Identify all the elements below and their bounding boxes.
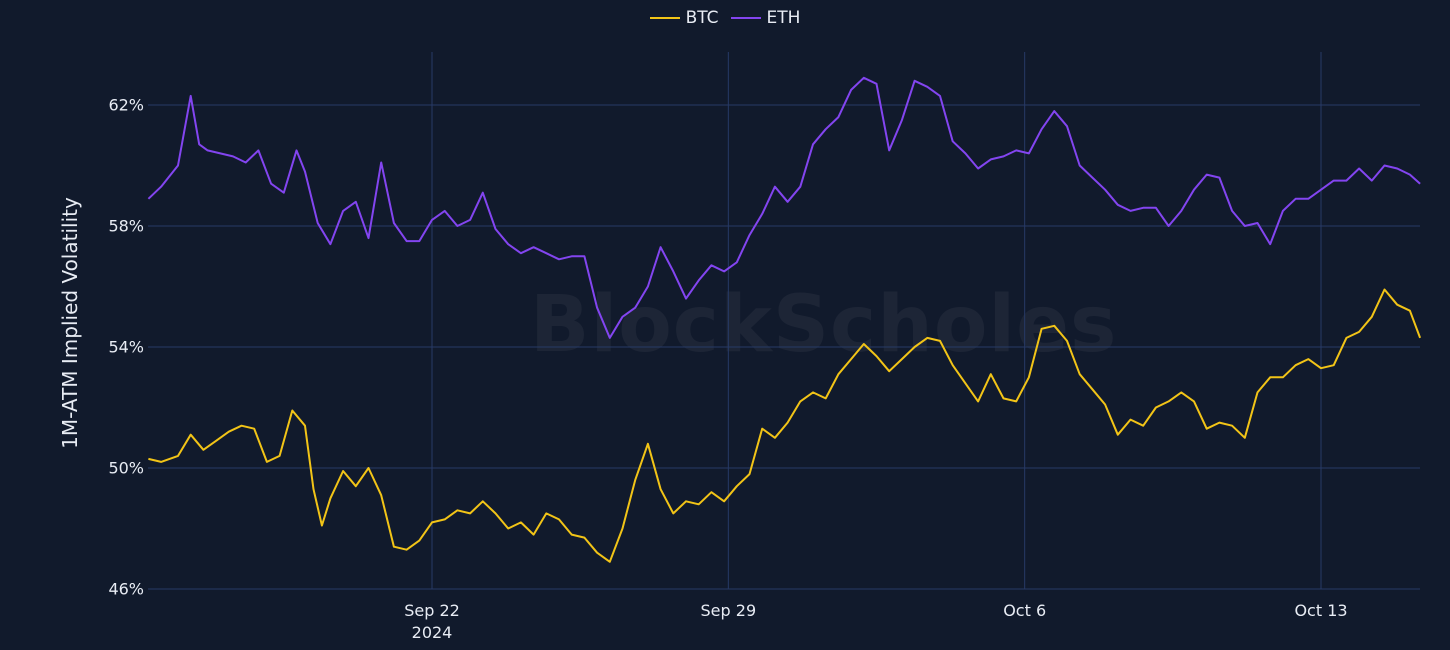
series-line-btc[interactable] [148,288,1422,563]
legend: BTC ETH [0,8,1450,28]
y-tick-label: 50% [108,458,144,478]
legend-swatch-btc-icon [649,17,680,19]
series-lines [147,76,1422,563]
series-line-eth[interactable] [147,76,1421,339]
x-tick-label: Sep 22 2024 [404,601,460,642]
legend-label-btc: BTC [685,8,719,28]
legend-item-btc[interactable]: BTC [649,8,719,28]
y-tick-label: 54% [108,337,144,357]
legend-label-eth: ETH [766,8,801,28]
legend-item-eth[interactable]: ETH [730,8,801,28]
x-tick-label: Sep 29 [700,601,757,620]
y-tick-label: 46% [108,579,144,599]
watermark: BlockScholes [530,280,1118,370]
gridlines [148,52,1420,590]
x-tick-label: Oct 6 [1003,601,1047,620]
y-tick-label: 58% [108,216,144,236]
x-tick-label: Oct 13 [1294,601,1348,620]
legend-swatch-eth-icon [730,17,761,19]
y-tick-label: 62% [108,95,144,115]
